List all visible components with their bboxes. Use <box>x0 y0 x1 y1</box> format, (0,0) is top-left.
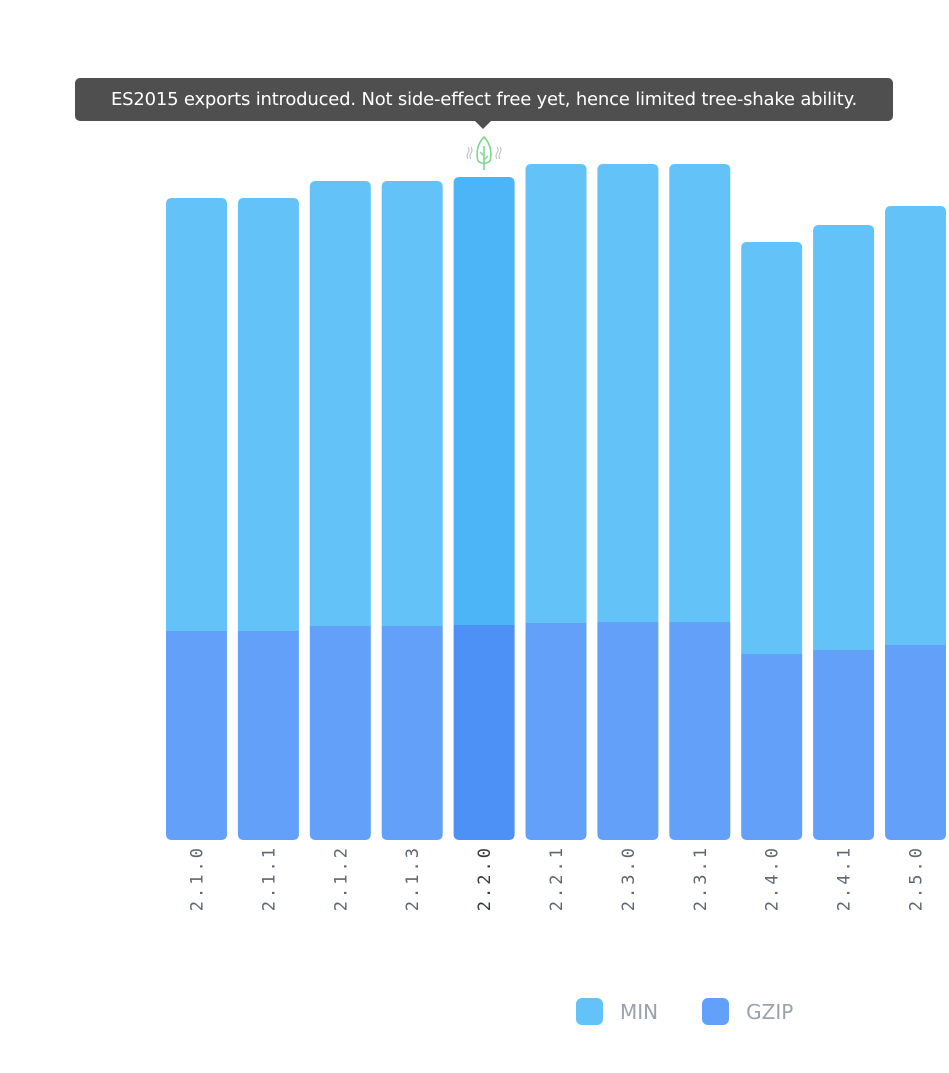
tooltip-arrow <box>474 120 492 129</box>
bar-min-2-2-0[interactable] <box>453 177 515 625</box>
legend-item-gzip[interactable]: GZIP <box>702 998 793 1025</box>
bar-gzip-2-1-2[interactable] <box>309 626 371 840</box>
bar-gzip-2-1-3[interactable] <box>381 626 443 840</box>
legend-item-min[interactable]: MIN <box>576 998 658 1025</box>
x-tick-label-2-4-1: 2.4.1 <box>835 845 855 911</box>
x-tick-label-2-1-3: 2.1.3 <box>403 845 423 911</box>
x-tick-label-2-2-1: 2.2.1 <box>547 845 567 911</box>
bars-group <box>166 164 946 840</box>
legend-swatch-min <box>576 998 603 1025</box>
bar-gzip-2-1-1[interactable] <box>237 631 299 840</box>
bar-gzip-2-1-0[interactable] <box>166 631 227 840</box>
bar-min-2-3-0[interactable] <box>597 164 659 622</box>
legend-label-min: MIN <box>620 999 659 1024</box>
bar-gzip-2-4-0[interactable] <box>741 654 803 840</box>
legend: MIN GZIP <box>576 998 837 1025</box>
bar-min-2-3-1[interactable] <box>669 164 731 622</box>
x-tick-label-2-1-1: 2.1.1 <box>259 845 279 911</box>
legend-swatch-gzip <box>702 998 730 1025</box>
bar-gzip-2-3-1[interactable] <box>669 622 731 840</box>
x-tick-label-2-3-0: 2.3.0 <box>619 845 639 911</box>
x-tick-label-2-5-0: 2.5.0 <box>907 845 927 911</box>
legend-label-gzip: GZIP <box>746 999 794 1024</box>
bar-gzip-2-2-0[interactable] <box>453 625 515 840</box>
bar-min-2-1-1[interactable] <box>237 198 299 631</box>
x-tick-label-2-3-1: 2.3.1 <box>691 845 711 911</box>
x-tick-labels: 2.1.0 2.1.1 2.1.2 2.1.3 2.2.0 2.2.1 2.3.0 2.3.1… <box>188 845 927 911</box>
x-tick-label-2-1-2: 2.1.2 <box>331 845 351 911</box>
bar-min-2-1-2[interactable] <box>309 181 371 626</box>
x-tick-label-2-2-0: 2.2.0 <box>475 845 495 911</box>
leaf-icon <box>466 135 502 170</box>
bar-gzip-2-3-0[interactable] <box>597 622 659 840</box>
bar-gzip-2-2-1[interactable] <box>525 623 587 840</box>
bar-min-2-5-0[interactable] <box>885 206 946 645</box>
bar-min-2-4-0[interactable] <box>741 242 803 654</box>
bar-min-2-4-1[interactable] <box>813 225 875 650</box>
bar-min-2-2-1[interactable] <box>525 164 587 623</box>
bar-min-2-1-0[interactable] <box>166 198 227 631</box>
bar-gzip-2-4-1[interactable] <box>813 650 875 840</box>
bar-min-2-1-3[interactable] <box>381 181 443 626</box>
x-tick-label-2-4-0: 2.4.0 <box>763 845 783 911</box>
x-tick-label-2-1-0: 2.1.0 <box>188 845 208 911</box>
bar-gzip-2-5-0[interactable] <box>885 645 946 840</box>
release-tooltip: ES2015 exports introduced. Not side-effe… <box>75 78 893 121</box>
